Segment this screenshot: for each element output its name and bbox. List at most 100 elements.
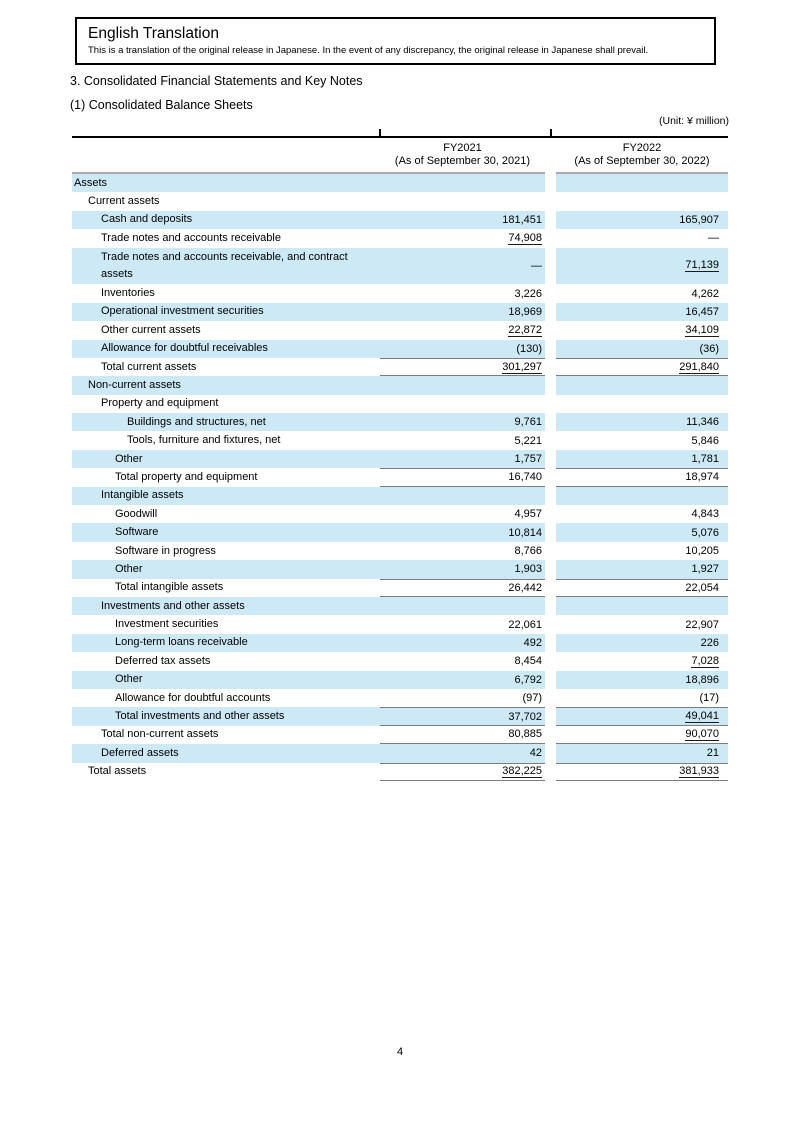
header-column-gap (545, 138, 556, 174)
fy2022-value: 11,346 (556, 413, 728, 432)
value-text: 5,076 (691, 526, 719, 539)
fy2022-value: 21 (556, 744, 728, 763)
fy2022-value: 7,028 (556, 652, 728, 670)
column-divider-tick (379, 129, 381, 136)
value-text: 1,903 (514, 563, 542, 576)
column-gap (545, 449, 556, 469)
fy2022-value: 4,262 (556, 284, 728, 302)
table-row: Deferred assets 42 21 (72, 744, 728, 763)
row-label: Allowance for doubtful accounts (115, 691, 271, 704)
fy2022-date: (As of September 30, 2022) (574, 155, 710, 167)
row-label: Trade notes and accounts receivable, and… (72, 247, 380, 285)
fy2021-value (380, 486, 545, 506)
value-text: 34,109 (685, 323, 719, 337)
table-row: Operational investment securities 18,969 1… (72, 302, 728, 322)
fy2022-value (556, 486, 728, 506)
fy2022-value (556, 395, 728, 413)
fy2022-value: 18,974 (556, 468, 728, 487)
translation-notice-text: This is a translation of the original re… (88, 45, 649, 56)
value-text: 4,262 (691, 287, 719, 300)
value-text: 1,927 (691, 563, 719, 576)
fy2021-value (380, 174, 545, 193)
column-gap (545, 725, 556, 745)
value-text: — (531, 259, 542, 272)
table-row: Deferred tax assets 8,454 7,028 (72, 652, 728, 671)
column-gap (545, 357, 556, 377)
table-row: Trade notes and accounts receivable, and… (72, 247, 728, 285)
fy2021-value: 74,908 (380, 229, 545, 247)
row-label: Trade notes and accounts receivable (101, 231, 281, 244)
value-text: 22,907 (685, 618, 719, 631)
table-row: Other 6,792 18,896 (72, 670, 728, 689)
value-text: 226 (700, 636, 719, 649)
table-row: Tools, furniture and fixtures, net 5,221 5… (72, 431, 728, 450)
fy2021-value: — (380, 247, 545, 285)
table-row: Assets (72, 174, 728, 193)
row-label: Current assets (88, 195, 160, 208)
table-row: Total non-current assets 80,885 90,070 (72, 725, 728, 745)
value-text: 165,907 (679, 213, 719, 226)
value-text: 4,957 (514, 508, 542, 521)
value-text: (130) (516, 342, 542, 355)
fy2021-value: 1,757 (380, 449, 545, 469)
row-label: Software (72, 523, 380, 542)
value-text: 382,225 (502, 765, 542, 779)
column-gap (545, 229, 556, 248)
row-label: Long-term loans receivable (72, 633, 380, 653)
column-gap (545, 744, 556, 763)
fy2022-value: 1,927 (556, 560, 728, 579)
value-text: 1,781 (691, 453, 719, 466)
value-text: 16,740 (508, 471, 542, 484)
value-text: 37,702 (508, 710, 542, 723)
table-row: Inventories 3,226 4,262 (72, 284, 728, 303)
value-text: 5,221 (514, 434, 542, 447)
column-gap (545, 597, 556, 616)
fy2022-value: 22,054 (556, 578, 728, 597)
row-label: Deferred assets (72, 744, 380, 763)
fy2022-value: 16,457 (556, 302, 728, 322)
value-text: 18,896 (685, 673, 719, 686)
fy2022-value: — (556, 229, 728, 247)
column-gap (545, 284, 556, 303)
fy2022-value: 10,205 (556, 542, 728, 560)
fy2021-value: 6,792 (380, 670, 545, 689)
row-label: Intangible assets (72, 486, 380, 506)
row-label: Investments and other assets (72, 597, 380, 616)
row-label: Operational investment securities (72, 302, 380, 322)
fy2022-value: 226 (556, 633, 728, 653)
table-row: Investment securities 22,061 22,907 (72, 615, 728, 634)
table-row: Property and equipment (72, 394, 728, 414)
fy2022-value: 381,933 (556, 762, 728, 781)
column-gap (545, 652, 556, 671)
column-gap (545, 505, 556, 524)
column-gap (545, 413, 556, 432)
fy2022-value: 22,907 (556, 615, 728, 633)
row-label: Other (72, 560, 380, 579)
value-text: 8,454 (514, 655, 542, 668)
fy2021-value: 301,297 (380, 357, 545, 377)
row-label: Software in progress (115, 544, 216, 557)
table-row: Other 1,757 1,781 (72, 449, 728, 469)
value-text: 49,041 (685, 710, 719, 724)
fy2021-value: (130) (380, 339, 545, 358)
fy2021-value: 10,814 (380, 523, 545, 542)
value-text: 74,908 (508, 231, 542, 245)
column-gap (545, 486, 556, 506)
row-label: Other (72, 449, 380, 469)
table-row: Total intangible assets 26,442 22,054 (72, 578, 728, 597)
value-text: 8,766 (514, 545, 542, 558)
value-text: 1,757 (514, 453, 542, 466)
row-label: Total assets (88, 765, 147, 778)
fy2021-date: (As of September 30, 2021) (394, 155, 531, 167)
value-text: (17) (699, 692, 719, 705)
fy2022-value: 165,907 (556, 210, 728, 230)
value-text: 6,792 (514, 673, 542, 686)
fy2021-value: 16,740 (380, 468, 545, 487)
column-gap (545, 615, 556, 634)
value-text: 18,969 (508, 305, 542, 318)
table-row: Non-current assets (72, 376, 728, 395)
balance-sheet-table: FY2021 (As of September 30, 2021) FY2022… (72, 129, 728, 781)
column-gap (545, 376, 556, 395)
value-text: 4,843 (691, 508, 719, 521)
